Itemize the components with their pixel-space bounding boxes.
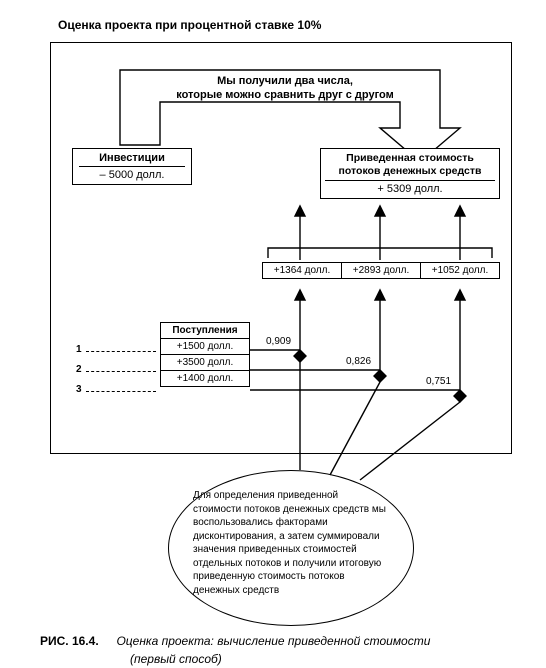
pv-total-box: Приведенная стоимость потоков денежных с… (320, 148, 500, 199)
inflows-box: Поступления +1500 долл. +3500 долл. +140… (160, 322, 250, 387)
caption-fig: РИС. 16.4. (40, 634, 99, 648)
pv-total-h2: потоков денежных средств (339, 165, 482, 177)
inflows-header: Поступления (160, 322, 250, 339)
factor-1: 0,909 (266, 336, 291, 347)
page-title: Оценка проекта при процентной ставке 10% (58, 18, 321, 32)
inflows-row-1-value: +1500 долл. (160, 339, 250, 355)
figure-caption: РИС. 16.4. Оценка проекта: вычисление пр… (40, 632, 520, 668)
inflows-row-2-value: +3500 долл. (160, 355, 250, 371)
pv-part-a: +1364 долл. (262, 262, 341, 279)
pv-part-b: +2893 долл. (341, 262, 420, 279)
invest-box: Инвестиции – 5000 долл. (72, 148, 192, 185)
invest-value: – 5000 долл. (79, 169, 185, 181)
headline-box: Мы получили два числа, которые можно сра… (170, 74, 400, 103)
factor-3: 0,751 (426, 376, 451, 387)
dotted-2 (86, 371, 156, 372)
pv-parts-row: +1364 долл. +2893 долл. +1052 долл. (262, 262, 500, 279)
pv-total-h1: Приведенная стоимость (346, 152, 474, 164)
dotted-3 (86, 391, 156, 392)
pv-total-value: + 5309 долл. (325, 180, 495, 195)
invest-header-text: Инвестиции (79, 152, 185, 167)
headline-line2: которые можно сравнить друг с другом (176, 89, 393, 101)
pv-part-c: +1052 долл. (420, 262, 500, 279)
explain-text: Для определения приведенной стоимости по… (193, 490, 386, 596)
invest-header: Инвестиции – 5000 долл. (72, 148, 192, 185)
pv-total-header: Приведенная стоимость потоков денежных с… (325, 152, 495, 178)
inflows-idx-3: 3 (76, 384, 82, 395)
page: Оценка проекта при процентной ставке 10% (0, 0, 546, 667)
dotted-1 (86, 351, 156, 352)
inflows-idx-2: 2 (76, 364, 82, 375)
main-frame (50, 42, 512, 454)
explain-ellipse: Для определения приведенной стоимости по… (168, 470, 414, 626)
factor-2: 0,826 (346, 356, 371, 367)
caption-text-2: (первый способ) (40, 652, 222, 666)
headline-line1: Мы получили два числа, (217, 75, 353, 87)
caption-text-1: Оценка проекта: вычисление приведенной с… (116, 634, 430, 648)
inflows-row-3-value: +1400 долл. (160, 371, 250, 387)
inflows-idx-1: 1 (76, 344, 82, 355)
